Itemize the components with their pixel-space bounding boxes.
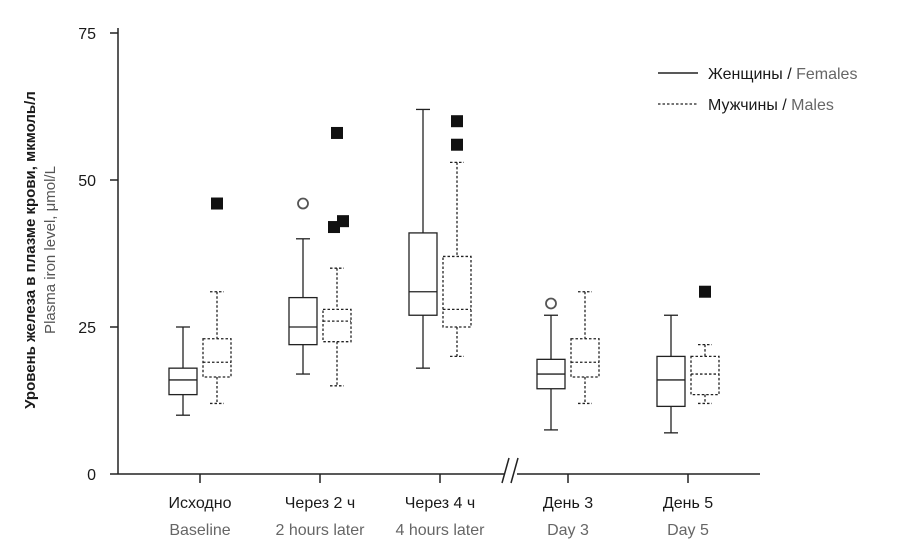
x-tick-label-ru: Через 2 ч xyxy=(285,495,355,512)
legend-item-females: Женщины / Females xyxy=(658,66,857,83)
extreme-point xyxy=(331,126,343,139)
box-females-0 xyxy=(168,326,198,416)
extreme-point xyxy=(451,115,463,128)
box-females-1 xyxy=(288,197,318,375)
box-iqr xyxy=(656,355,686,408)
y-tick-label: 0 xyxy=(87,467,96,484)
x-tick-label-en: Day 5 xyxy=(667,522,709,539)
legend: Женщины / Females Мужчины / Males xyxy=(658,66,857,114)
extreme-point xyxy=(211,197,223,210)
box-females-3 xyxy=(536,297,566,431)
y-tick-label: 50 xyxy=(78,173,96,190)
legend-item-males: Мужчины / Males xyxy=(658,97,834,114)
box-males-0 xyxy=(202,197,232,405)
axis-break-mark xyxy=(501,457,510,484)
y-tick-label: 75 xyxy=(78,26,96,43)
box-iqr xyxy=(442,255,472,328)
y-axis-title: Уровень железа в плазме крови, мкмоль/л … xyxy=(22,91,59,409)
x-tick-label-ru: Исходно xyxy=(169,495,232,512)
legend-label-males: Мужчины / Males xyxy=(708,97,834,114)
y-tick-label: 25 xyxy=(78,320,96,337)
y-axis-title-ru: Уровень железа в плазме крови, мкмоль/л xyxy=(22,91,39,409)
x-tick-label-ru: День 5 xyxy=(663,495,713,512)
box-females-2 xyxy=(408,108,438,369)
box-males-4 xyxy=(690,285,720,405)
box-males-3 xyxy=(570,291,600,405)
box-plots xyxy=(168,108,720,434)
box-iqr xyxy=(690,355,720,396)
extreme-point xyxy=(328,221,340,234)
x-axis: Исходно Baseline Через 2 ч 2 hours later Чер… xyxy=(118,457,760,539)
x-tick-label-en: 2 hours later xyxy=(276,522,366,539)
box-iqr xyxy=(202,338,232,378)
box-iqr xyxy=(322,308,352,343)
y-axis: 0 25 50 75 xyxy=(78,26,119,484)
box-females-4 xyxy=(656,314,686,434)
y-axis-title-en: Plasma iron level, μmol/L xyxy=(42,166,59,334)
box-iqr xyxy=(288,296,318,346)
x-tick-label-ru: День 3 xyxy=(543,495,593,512)
x-tick-label-en: Baseline xyxy=(169,522,230,539)
x-tick-label-en: 4 hours later xyxy=(396,522,486,539)
extreme-point xyxy=(451,138,463,151)
legend-label-females: Женщины / Females xyxy=(708,66,857,83)
box-iqr xyxy=(408,232,438,316)
box-males-1 xyxy=(322,126,352,387)
box-iqr xyxy=(570,338,600,378)
box-iqr xyxy=(168,367,198,396)
axis-break-mark xyxy=(510,457,519,484)
box-males-2 xyxy=(442,115,472,358)
outlier-point xyxy=(297,197,309,210)
x-tick-label-ru: Через 4 ч xyxy=(405,495,475,512)
x-tick-label-en: Day 3 xyxy=(547,522,589,539)
extreme-point xyxy=(699,285,711,298)
outlier-point xyxy=(545,297,557,310)
